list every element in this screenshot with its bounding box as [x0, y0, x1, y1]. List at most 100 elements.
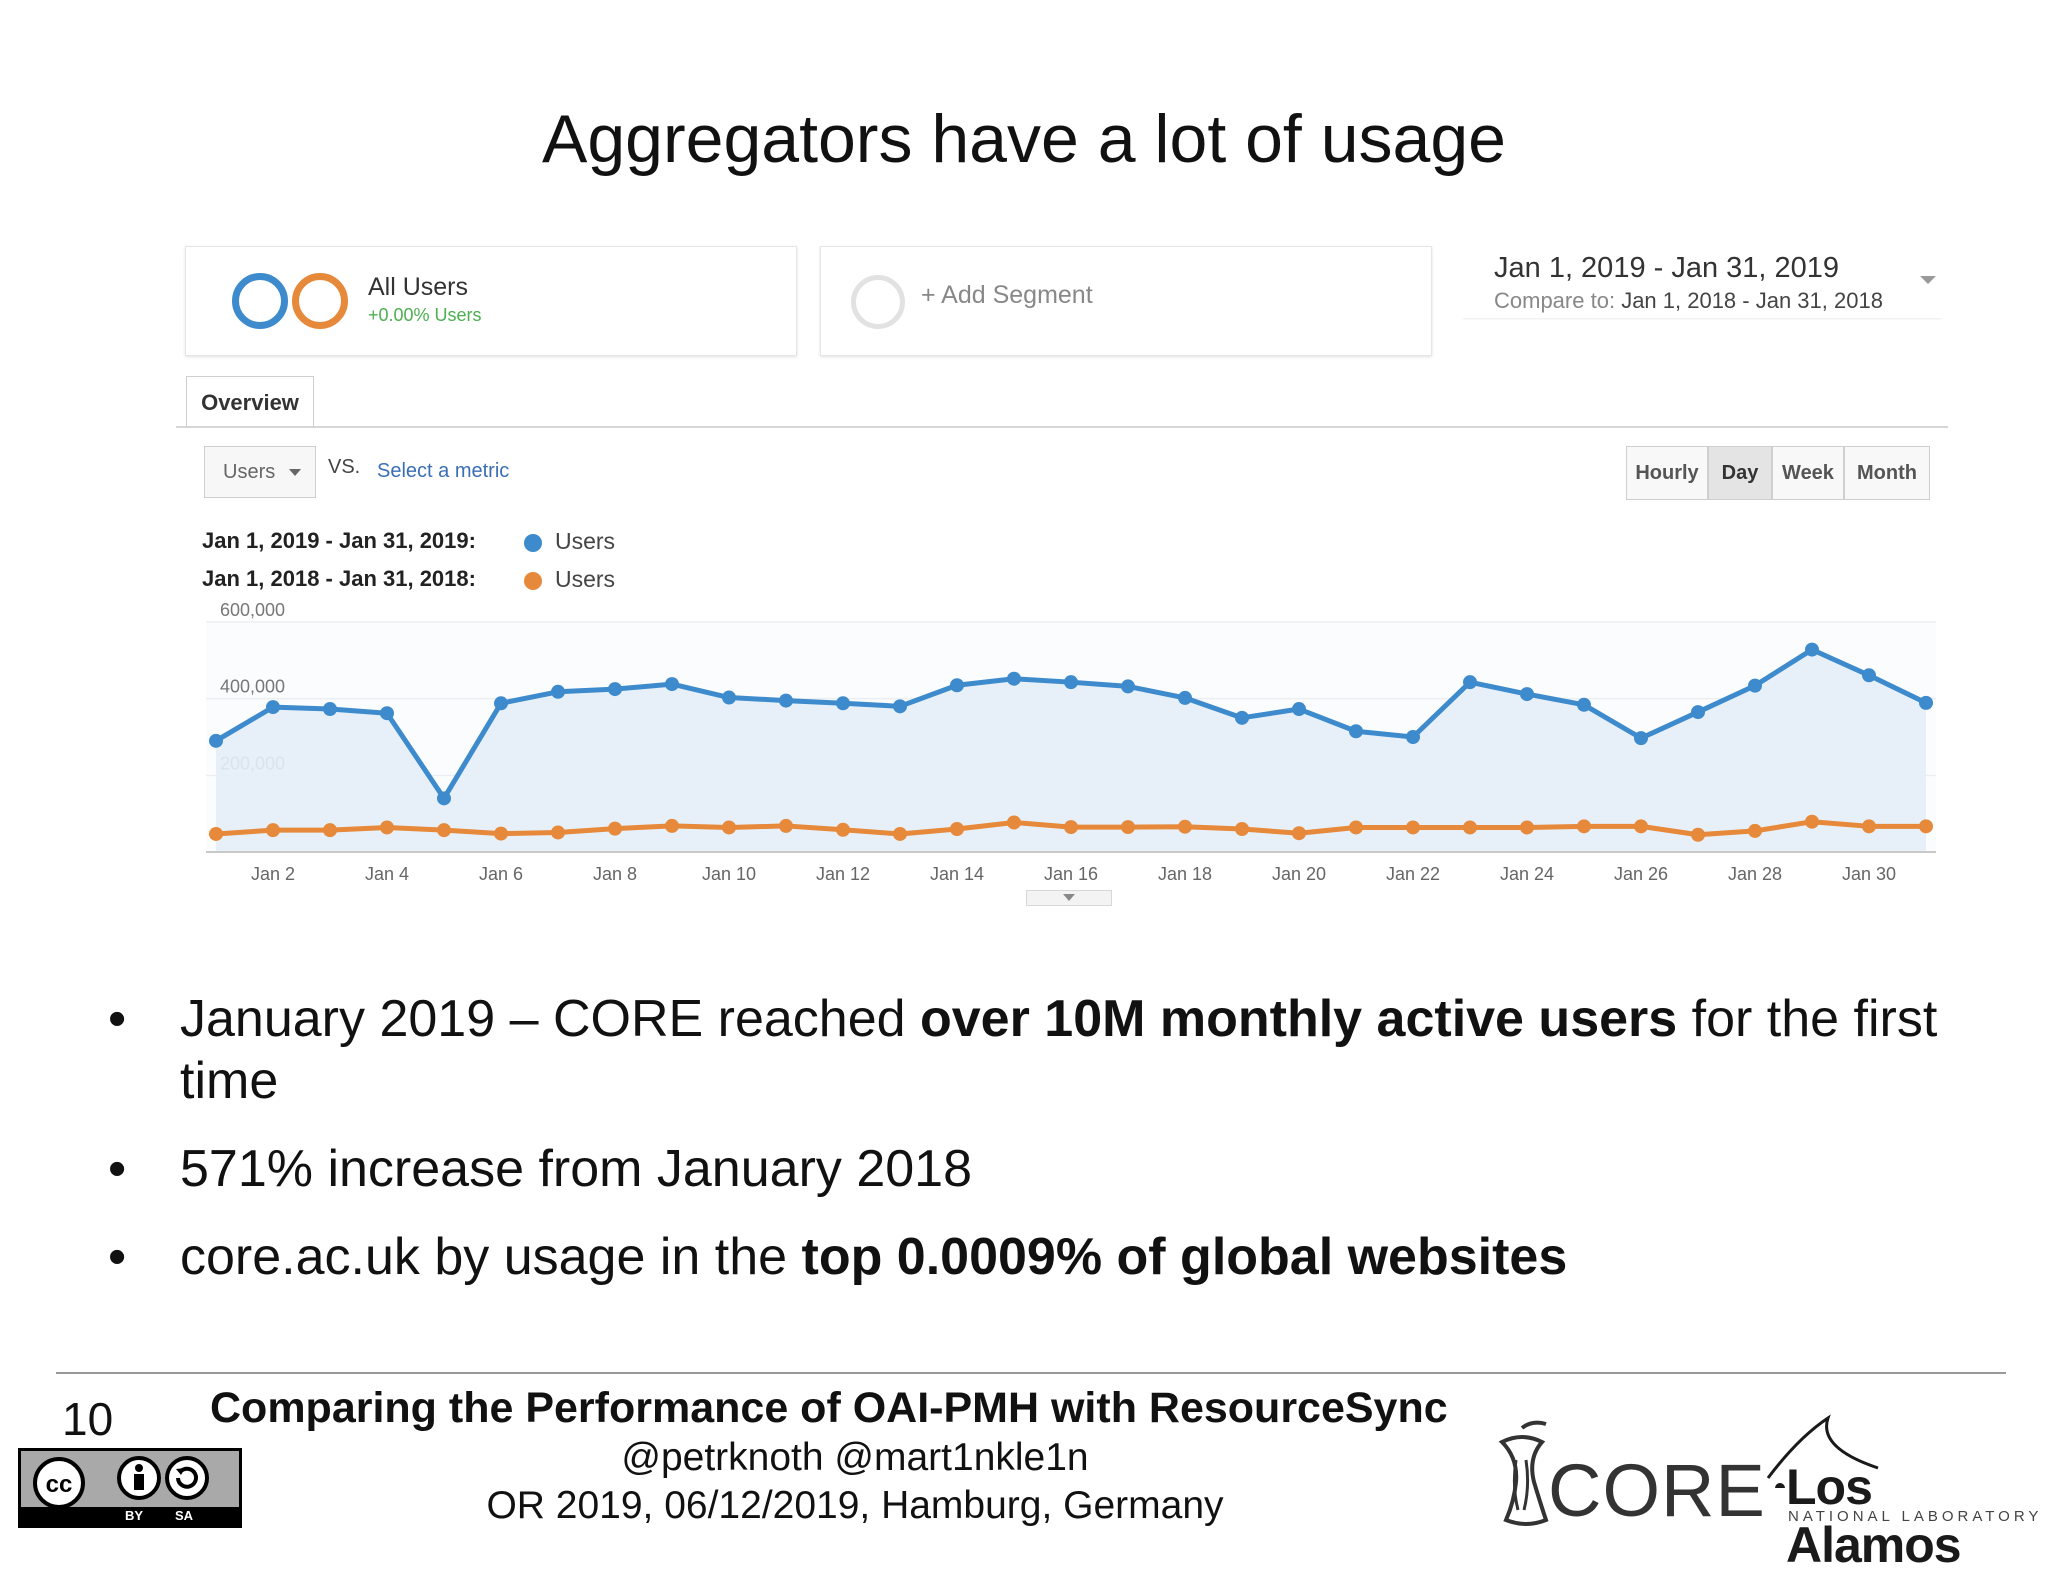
footer-handles: @petrknoth @mart1nkle1n — [621, 1436, 1089, 1479]
date-range-picker[interactable]: Jan 1, 2019 - Jan 31, 2019 Compare to: J… — [1462, 252, 1942, 318]
data-point-2018 — [779, 818, 793, 833]
data-point-2019 — [551, 684, 565, 699]
legend-series-2018: Users — [555, 566, 616, 592]
data-point-2019 — [437, 791, 451, 806]
bullet-item: • 571% increase from January 2018 — [100, 1138, 1960, 1200]
data-point-2018 — [1406, 820, 1420, 835]
legend-period-2019: Jan 1, 2019 - Jan 31, 2019: — [202, 528, 476, 553]
bullet-item: • January 2019 – CORE reached over 10M mo… — [100, 988, 1960, 1112]
data-point-2018 — [1805, 814, 1819, 829]
series-2019-area — [216, 649, 1926, 852]
x-axis-label: Jan 20 — [1272, 864, 1326, 884]
add-segment-button[interactable]: + Add Segment — [820, 246, 1432, 356]
data-point-2018 — [1919, 819, 1933, 834]
data-point-2019 — [836, 696, 850, 711]
data-point-2018 — [1121, 820, 1135, 835]
cc-by-sa-license-icon: cc BY SA — [18, 1448, 242, 1528]
data-point-2019 — [1292, 702, 1306, 717]
data-point-2019 — [1406, 730, 1420, 744]
data-point-2018 — [608, 821, 622, 836]
data-point-2018 — [1634, 819, 1648, 834]
y-axis-label: 600,000 — [220, 600, 285, 620]
data-point-2019 — [1634, 731, 1648, 746]
dropdown-arrow-icon — [289, 469, 301, 476]
core-logo-text: CORE — [1548, 1449, 1766, 1532]
data-point-2018 — [1292, 826, 1306, 841]
bullet-list: • January 2019 – CORE reached over 10M mo… — [100, 988, 1960, 1314]
lanl-swoosh-icon — [1766, 1414, 1879, 1488]
footer-title: Comparing the Performance of OAI-PMH wit… — [210, 1384, 1448, 1432]
bullet-dot-icon: • — [108, 1140, 127, 1198]
data-point-2018 — [1178, 819, 1192, 834]
data-point-2018 — [1349, 820, 1363, 835]
x-axis-label: Jan 2 — [251, 864, 295, 884]
data-point-2018 — [266, 823, 280, 838]
caret-down-icon[interactable] — [1920, 276, 1936, 284]
x-axis-label: Jan 16 — [1044, 864, 1098, 884]
bullet-emphasis: top 0.0009% of global websites — [801, 1228, 1568, 1286]
segment-ring-orange-icon — [292, 273, 348, 329]
segment-subtitle: +0.00% Users — [368, 305, 482, 325]
data-point-2018 — [1862, 819, 1876, 834]
x-axis-label: Jan 18 — [1158, 864, 1212, 884]
vs-label: VS. — [328, 456, 361, 478]
data-point-2019 — [494, 696, 508, 711]
data-point-2018 — [893, 826, 907, 841]
data-point-2018 — [665, 818, 679, 833]
data-point-2019 — [1064, 675, 1078, 690]
license-by-label: BY — [125, 1508, 144, 1523]
data-point-2019 — [1805, 642, 1819, 657]
data-point-2019 — [893, 699, 907, 714]
data-point-2018 — [1691, 827, 1705, 842]
segment-all-users[interactable]: All Users +0.00% Users — [185, 246, 797, 356]
apple-core-icon — [1498, 1420, 1549, 1526]
data-point-2018 — [437, 823, 451, 838]
x-axis-label: Jan 12 — [816, 864, 870, 884]
data-point-2019 — [380, 706, 394, 721]
bullet-text: core.ac.uk by usage in the — [180, 1228, 802, 1286]
data-point-2018 — [1064, 820, 1078, 835]
date-range-main: Jan 1, 2019 - Jan 31, 2019 — [1494, 252, 1840, 284]
data-point-2019 — [323, 702, 337, 717]
granularity-month-button[interactable]: Month — [1844, 446, 1930, 500]
data-point-2019 — [1007, 671, 1021, 686]
license-bar: BY SA — [21, 1507, 239, 1525]
data-point-2018 — [494, 826, 508, 841]
metric-select-value: Users — [223, 461, 276, 483]
x-axis-label: Jan 30 — [1842, 864, 1896, 884]
granularity-day-button[interactable]: Day — [1708, 446, 1772, 500]
legend-dot-2019 — [524, 534, 542, 552]
add-segment-label: + Add Segment — [921, 281, 1093, 309]
tab-overview[interactable]: Overview — [186, 376, 314, 428]
data-point-2019 — [1577, 697, 1591, 712]
data-point-2018 — [950, 822, 964, 836]
data-point-2018 — [722, 820, 736, 835]
data-point-2019 — [1235, 710, 1249, 725]
data-point-2018 — [323, 823, 337, 838]
bullet-text: January 2019 – CORE reached — [180, 990, 920, 1048]
x-axis-label: Jan 26 — [1614, 864, 1668, 884]
x-axis-label: Jan 8 — [593, 864, 637, 884]
data-point-2018 — [209, 826, 223, 841]
granularity-week-button[interactable]: Week — [1772, 446, 1844, 500]
data-point-2018 — [1463, 820, 1477, 835]
page-number: 10 — [62, 1393, 114, 1445]
select-metric-link[interactable]: Select a metric — [377, 460, 510, 482]
data-point-2019 — [1919, 695, 1933, 710]
data-point-2019 — [665, 677, 679, 692]
data-point-2019 — [266, 700, 280, 715]
license-sa-label: SA — [175, 1508, 194, 1523]
data-point-2019 — [1691, 705, 1705, 720]
y-axis-label: 400,000 — [220, 677, 285, 697]
granularity-hourly-button[interactable]: Hourly — [1626, 446, 1708, 500]
data-point-2019 — [1463, 675, 1477, 690]
segment-ring-blue-icon — [232, 273, 288, 329]
slide-title: Aggregators have a lot of usage — [542, 101, 1506, 177]
bullet-emphasis: over 10M monthly active users — [919, 990, 1678, 1048]
data-point-2018 — [1748, 823, 1762, 838]
legend-dot-2018 — [524, 572, 542, 590]
metric-select[interactable]: Users — [204, 446, 316, 498]
x-axis-label: Jan 22 — [1386, 864, 1440, 884]
chart-resize-handle[interactable] — [1026, 890, 1112, 906]
footer-divider — [56, 1372, 2006, 1374]
